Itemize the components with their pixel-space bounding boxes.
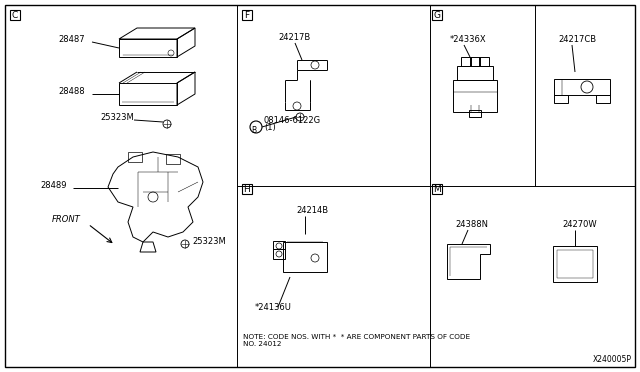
- Bar: [128, 152, 142, 162]
- Text: 28488: 28488: [58, 87, 84, 96]
- Text: 24270W: 24270W: [562, 220, 596, 229]
- Text: 25323M: 25323M: [192, 237, 226, 246]
- Text: 28489: 28489: [40, 181, 67, 190]
- Text: NOTE: CODE NOS. WITH *  * ARE COMPONENT PARTS OF CODE
NO. 24012: NOTE: CODE NOS. WITH * * ARE COMPONENT P…: [243, 334, 470, 347]
- Text: (1): (1): [264, 123, 276, 132]
- Bar: [479, 57, 489, 66]
- Bar: [553, 246, 597, 282]
- Bar: [166, 154, 180, 164]
- Text: M: M: [433, 185, 441, 193]
- Text: C: C: [12, 10, 18, 19]
- Bar: [461, 57, 471, 66]
- Bar: [242, 184, 252, 194]
- Text: 24214B: 24214B: [296, 206, 328, 215]
- Bar: [432, 184, 442, 194]
- Text: 25323M: 25323M: [100, 113, 134, 122]
- Bar: [469, 110, 481, 117]
- Bar: [554, 95, 568, 103]
- Text: F: F: [244, 10, 250, 19]
- Bar: [457, 66, 493, 80]
- Bar: [10, 10, 20, 20]
- Bar: [273, 249, 285, 259]
- Bar: [470, 57, 480, 66]
- Bar: [273, 241, 285, 249]
- Text: *24136U: *24136U: [255, 303, 292, 312]
- Text: 24388N: 24388N: [455, 220, 488, 229]
- Bar: [453, 80, 497, 112]
- Text: 24217CB: 24217CB: [558, 35, 596, 44]
- Text: 28487: 28487: [58, 35, 84, 44]
- Text: FRONT: FRONT: [52, 215, 81, 224]
- Text: G: G: [433, 10, 440, 19]
- Bar: [554, 79, 610, 95]
- Bar: [242, 10, 252, 20]
- Text: 24217B: 24217B: [278, 33, 310, 42]
- Text: 08146-6122G: 08146-6122G: [264, 116, 321, 125]
- Text: X240005P: X240005P: [593, 355, 632, 364]
- Bar: [596, 95, 610, 103]
- Bar: [283, 242, 327, 272]
- Text: H: H: [244, 185, 250, 193]
- Text: *24336X: *24336X: [450, 35, 486, 44]
- Text: B: B: [252, 125, 257, 135]
- Bar: [557, 250, 593, 278]
- Bar: [432, 10, 442, 20]
